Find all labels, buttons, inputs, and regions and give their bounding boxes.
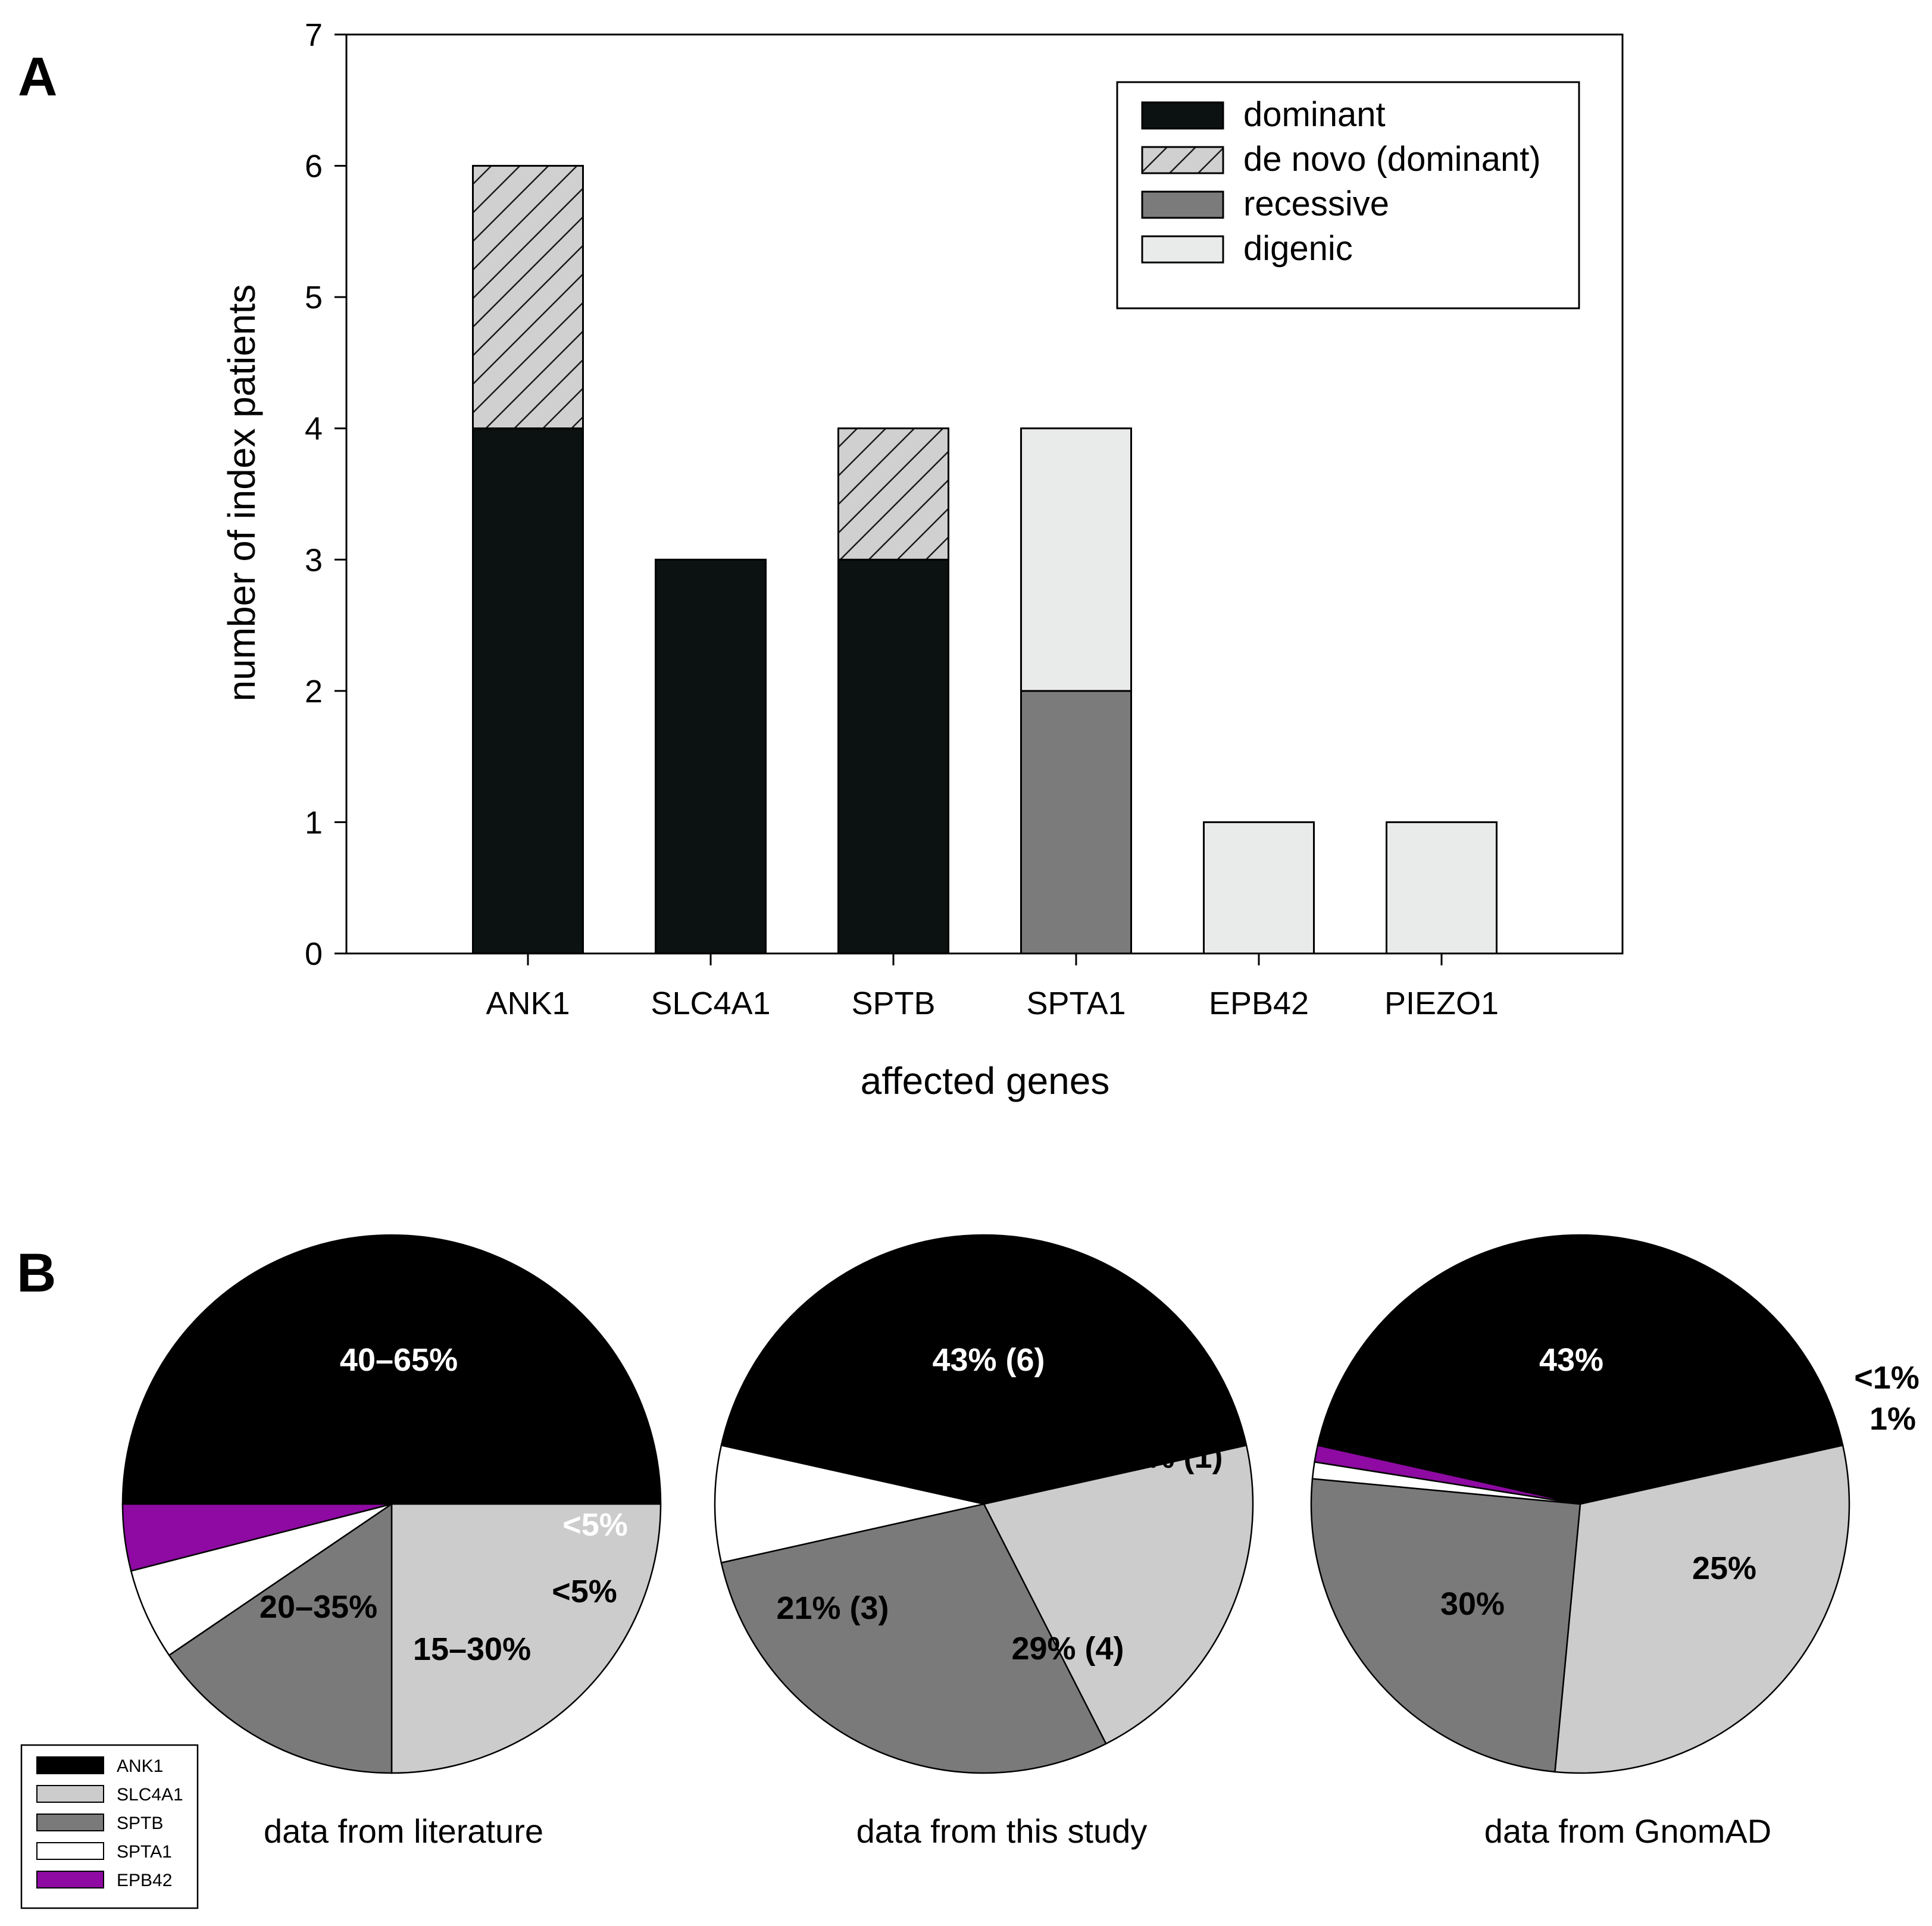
legend-swatch: [1141, 190, 1224, 219]
pie-slice-epb42: [1314, 1444, 1581, 1505]
plot-border: [345, 33, 1624, 955]
gene-legend-label: SLC4A1: [117, 1785, 183, 1805]
pie-slice-slc4a1: [1554, 1444, 1850, 1774]
legend-label: digenic: [1243, 229, 1353, 268]
pie-chart-2: 43% (6) 21% (3) 29% (4) 7% (1) data from thi…: [714, 1234, 1254, 1850]
gene-legend-swatch-spta1: [36, 1842, 104, 1860]
bar-segment-epb42-digenic: [1203, 821, 1315, 955]
pie-label-sptb: 29% (4): [1011, 1631, 1124, 1667]
pie-slice-ank1: [121, 1234, 662, 1505]
gene-legend-label: ANK1: [117, 1756, 163, 1776]
gene-legend-label: SPTA1: [117, 1842, 172, 1862]
panel-label-a: A: [18, 46, 57, 107]
bar-segment-piezo1-digenic: [1386, 821, 1498, 955]
pie-label-sptb: 15–30%: [413, 1631, 531, 1667]
pie-label-sptb: 25%: [1692, 1550, 1756, 1586]
pie-label-spta1: 7% (1): [1128, 1439, 1223, 1475]
gene-legend-swatch-epb42: [36, 1871, 104, 1889]
legend-label: dominant: [1243, 95, 1386, 134]
x-tick-label: ANK1: [486, 986, 570, 1021]
pie-slice-epb42: [121, 1503, 392, 1572]
gene-legend-swatch-ank1: [36, 1756, 104, 1774]
pie-label-epb42: <5%: [562, 1507, 628, 1543]
pie-label-ank1: 40–65%: [340, 1342, 458, 1378]
pie-charts: 40–65% 20–35% 15–30% <5% <5% data from litera…: [121, 1234, 1920, 1850]
legend-label: recessive: [1243, 185, 1389, 223]
bar-segment-spta1-recessive: [1020, 690, 1132, 955]
pie-slice-sptb: [168, 1502, 393, 1774]
y-tick-label: 3: [305, 542, 323, 578]
bar-segment-ank1-dominant: [472, 427, 584, 955]
pie-label-slc4a1: 30%: [1440, 1586, 1505, 1622]
x-tick-label: PIEZO1: [1384, 986, 1499, 1021]
pie-label-slc4a1: 21% (3): [776, 1590, 889, 1626]
bar-segment-ank1-de-novo-dominant: [472, 165, 584, 430]
gene-legend: ANK1 SLC4A1 SPTB SPTA1 EPB42: [20, 1744, 199, 1909]
legend-swatch: [1141, 235, 1224, 264]
legend-label: de novo (dominant): [1243, 140, 1541, 179]
pie-label-slc4a1: 20–35%: [260, 1589, 377, 1625]
chart-legend: dominant de novo (dominant) recessive digen…: [1116, 81, 1580, 309]
y-tick-label: 5: [305, 280, 323, 315]
plot-frame: [345, 33, 1624, 955]
bar-segment-spta1-digenic: [1020, 427, 1132, 692]
legend-swatch: [1141, 101, 1224, 130]
x-axis: ANK1 SLC4A1 SPTB SPTA1 EPB42 PIEZO1: [486, 953, 1499, 1021]
pie-chart-3: 43% 30% 25% 1% <1% data from GnomAD: [1310, 1234, 1920, 1850]
pie-label-spta1: <5%: [552, 1574, 617, 1609]
pie-slice-slc4a1: [983, 1444, 1254, 1745]
y-tick-label: 1: [305, 805, 323, 840]
pie-label-ank1: 43% (6): [932, 1342, 1045, 1378]
pie-caption: data from GnomAD: [1484, 1812, 1771, 1850]
pie-slice-sptb: [720, 1503, 1107, 1774]
y-tick-label: 2: [305, 674, 323, 709]
y-tick-label: 0: [305, 936, 323, 972]
pie-slice-spta1: [130, 1503, 392, 1656]
gene-legend-label: SPTB: [117, 1814, 163, 1833]
y-tick-label: 4: [305, 411, 323, 447]
pie-slice-spta1: [714, 1444, 984, 1564]
pie-caption: data from literature: [264, 1812, 543, 1850]
gene-legend-swatch-slc4a1: [36, 1785, 104, 1803]
y-axis: 0 1 2 3 4 5 6 7: [305, 17, 346, 972]
pie-label-epb42: <1%: [1854, 1360, 1920, 1396]
bar-segment-sptb-de-novo-dominant: [837, 427, 949, 561]
gene-legend-swatch-sptb: [36, 1814, 104, 1831]
legend-swatch: [1141, 146, 1224, 174]
pie-slice-slc4a1: [390, 1503, 662, 1774]
gene-legend-label: EPB42: [117, 1871, 172, 1890]
pie-slice-ank1: [1317, 1234, 1844, 1505]
pie-label-spta1: 1%: [1870, 1401, 1916, 1437]
x-tick-label: SPTB: [851, 986, 935, 1021]
y-tick-label: 7: [305, 17, 323, 53]
pie-slice-ank1: [720, 1234, 1248, 1505]
y-tick-label: 6: [305, 149, 323, 185]
pie-caption: data from this study: [856, 1812, 1148, 1850]
x-tick-label: SPTA1: [1026, 986, 1126, 1021]
pie-label-ank1: 43%: [1539, 1342, 1603, 1378]
x-axis-title: affected genes: [861, 1059, 1110, 1102]
bar-segment-slc4a1-dominant: [655, 558, 767, 955]
y-axis-title: number of index patients: [220, 284, 263, 702]
x-tick-label: SLC4A1: [651, 986, 770, 1021]
bar-segment-sptb-dominant: [837, 558, 949, 955]
bar-series: [472, 165, 1498, 955]
pie-chart-1: 40–65% 20–35% 15–30% <5% <5% data from litera…: [121, 1234, 662, 1850]
x-tick-label: EPB42: [1209, 986, 1309, 1021]
panel-label-b: B: [17, 1243, 56, 1303]
pie-slice-sptb: [1310, 1478, 1581, 1773]
